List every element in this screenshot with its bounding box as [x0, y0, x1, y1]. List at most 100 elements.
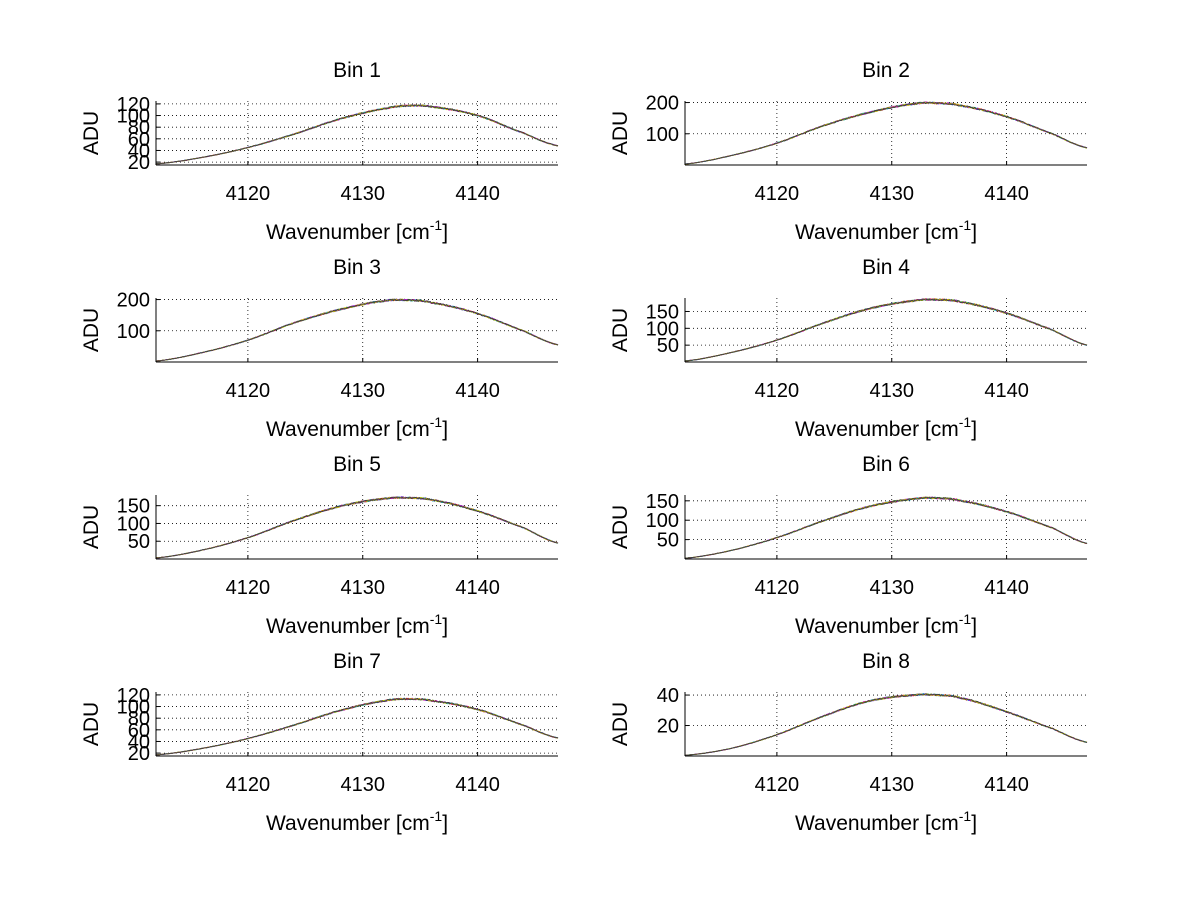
x-tick-label: 4140 — [984, 577, 1029, 599]
plot-area — [685, 298, 1087, 362]
subplot-2: 4120 4130 4140 100 200 Bin 2 Wavenumber [cm-1]… — [609, 59, 1088, 244]
y-tick-label: 100 — [646, 318, 679, 340]
x-axis-label-suffix: ] — [971, 615, 977, 638]
plot-area — [685, 692, 1087, 756]
x-axis-label-superscript: -1 — [430, 414, 443, 430]
x-axis-label: Wavenumber [cm-1] — [795, 217, 977, 244]
plot-area — [156, 495, 558, 559]
x-axis-label-superscript: -1 — [430, 611, 443, 627]
x-axis-label: Wavenumber [cm-1] — [795, 414, 977, 441]
subplot-title: Bin 7 — [333, 650, 381, 673]
subplot-8: 4120 4130 4140 20 40 Bin 8 Wavenumber [cm-1] AD… — [609, 650, 1088, 835]
x-tick-label: 4120 — [226, 380, 271, 402]
x-axis-label-superscript: -1 — [959, 808, 972, 824]
y-tick-label: 100 — [117, 697, 150, 719]
x-axis-label-superscript: -1 — [959, 217, 972, 233]
series-line-7 — [684, 298, 1088, 362]
y-axis-label: ADU — [80, 702, 103, 746]
x-tick-label: 4140 — [984, 774, 1029, 796]
x-tick-label: 4140 — [984, 380, 1029, 402]
x-axis-label: Wavenumber [cm-1] — [795, 611, 977, 638]
x-tick-label: 4130 — [869, 774, 914, 796]
x-tick-label: 4120 — [755, 577, 800, 599]
y-axis-label: ADU — [609, 111, 632, 155]
y-axis-label: ADU — [80, 308, 103, 352]
x-tick-label: 4120 — [755, 774, 800, 796]
series-line-7 — [155, 496, 559, 559]
plot-area — [685, 101, 1087, 165]
y-tick-label: 40 — [128, 731, 150, 753]
y-axis-label: ADU — [609, 702, 632, 746]
plot-area — [685, 495, 1087, 559]
x-tick-label: 4120 — [755, 183, 800, 205]
y-tick-label: 40 — [128, 140, 150, 162]
x-axis-label-suffix: ] — [971, 418, 977, 441]
y-tick-label: 40 — [657, 685, 679, 707]
x-axis-label-text: Wavenumber [cm — [266, 615, 430, 638]
y-axis-label: ADU — [609, 505, 632, 549]
x-tick-label: 4120 — [226, 774, 271, 796]
series-line-7 — [155, 104, 559, 165]
x-axis-label-text: Wavenumber [cm — [266, 418, 430, 441]
y-tick-label: 50 — [657, 335, 679, 357]
y-axis-label: ADU — [609, 308, 632, 352]
series-line-7 — [684, 693, 1088, 756]
x-tick-label: 4140 — [455, 380, 500, 402]
y-tick-label: 20 — [128, 743, 150, 765]
y-tick-label: 80 — [128, 708, 150, 730]
y-tick-label: 80 — [128, 117, 150, 139]
x-tick-label: 4120 — [755, 380, 800, 402]
y-axis-label: ADU — [80, 111, 103, 155]
series-line-7 — [684, 101, 1088, 165]
plot-area — [156, 692, 558, 756]
x-axis-label-text: Wavenumber [cm — [266, 221, 430, 244]
x-axis-label-suffix: ] — [442, 812, 448, 835]
x-tick-label: 4130 — [869, 380, 914, 402]
series-line-7 — [684, 496, 1088, 559]
x-tick-label: 4140 — [984, 183, 1029, 205]
x-axis-label-text: Wavenumber [cm — [795, 418, 959, 441]
x-tick-label: 4130 — [340, 774, 385, 796]
x-axis-label-text: Wavenumber [cm — [795, 221, 959, 244]
x-axis-label-suffix: ] — [442, 615, 448, 638]
y-tick-label: 200 — [117, 290, 150, 312]
x-tick-label: 4130 — [869, 183, 914, 205]
x-tick-label: 4130 — [340, 380, 385, 402]
y-tick-label: 60 — [128, 129, 150, 151]
subplot-title: Bin 3 — [333, 256, 381, 279]
y-tick-label: 120 — [117, 685, 150, 707]
x-axis-label-text: Wavenumber [cm — [795, 615, 959, 638]
plot-area — [156, 298, 558, 362]
x-axis-label-text: Wavenumber [cm — [266, 812, 430, 835]
y-axis-label: ADU — [80, 505, 103, 549]
subplot-title: Bin 1 — [333, 59, 381, 82]
x-axis-label-superscript: -1 — [959, 414, 972, 430]
x-axis-label-text: Wavenumber [cm — [795, 812, 959, 835]
x-axis-label: Wavenumber [cm-1] — [266, 808, 448, 835]
x-axis-label-superscript: -1 — [959, 611, 972, 627]
y-tick-label: 100 — [646, 510, 679, 532]
x-axis-label-suffix: ] — [442, 221, 448, 244]
subplot-title: Bin 4 — [862, 256, 910, 279]
x-axis-label: Wavenumber [cm-1] — [795, 808, 977, 835]
x-axis-label-suffix: ] — [971, 812, 977, 835]
series-line-7 — [155, 697, 559, 756]
x-axis-label-superscript: -1 — [430, 808, 443, 824]
y-tick-label: 50 — [128, 531, 150, 553]
x-tick-label: 4130 — [869, 577, 914, 599]
x-axis-label: Wavenumber [cm-1] — [266, 414, 448, 441]
subplot-title: Bin 2 — [862, 59, 910, 82]
y-tick-label: 60 — [128, 720, 150, 742]
y-tick-label: 150 — [117, 496, 150, 518]
y-tick-label: 150 — [646, 301, 679, 323]
y-tick-label: 20 — [657, 716, 679, 738]
x-tick-label: 4140 — [455, 183, 500, 205]
y-tick-label: 50 — [657, 530, 679, 552]
x-tick-label: 4140 — [455, 774, 500, 796]
